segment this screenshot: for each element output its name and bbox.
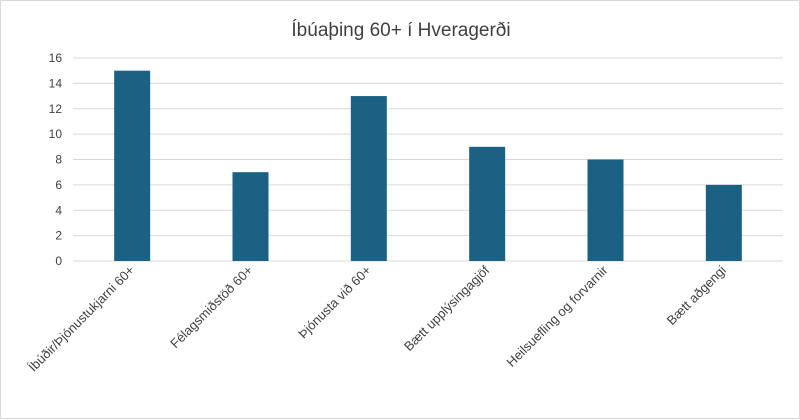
x-category-label: Félagsmiðstöð 60+ (167, 263, 256, 352)
y-tick-label: 6 (55, 178, 62, 192)
x-category-label: Bætt upplýsingagjöf (401, 262, 493, 354)
bar (232, 172, 269, 261)
chart-title: Íbúaþing 60+ í Hveragerði (291, 20, 510, 41)
y-tick-label: 2 (55, 229, 62, 243)
y-tick-label: 12 (49, 102, 63, 116)
x-category-label: Þjónusta við 60+ (295, 263, 374, 342)
bar (587, 159, 624, 261)
y-tick-label: 16 (49, 51, 63, 65)
x-axis-labels: Íbúðir/Þjónustukjarni 60+ Félagsmiðstöð 6… (25, 262, 729, 375)
bar (705, 184, 742, 261)
y-tick-label: 8 (55, 153, 62, 167)
y-tick-label: 0 (55, 254, 62, 268)
x-category-label: Bætt aðgengi (664, 262, 729, 327)
bar (469, 146, 506, 261)
gridlines (73, 57, 783, 262)
y-tick-label: 10 (49, 127, 63, 141)
bar (114, 70, 151, 261)
y-tick-label: 14 (49, 76, 63, 90)
x-category-label: Íbúðir/Þjónustukjarni 60+ (25, 263, 137, 375)
y-tick-label: 4 (55, 203, 62, 217)
bars (114, 70, 742, 261)
bar (350, 96, 387, 261)
y-axis-ticks: 0 2 4 6 8 10 12 14 16 (49, 51, 63, 268)
x-category-label: Heilsuefling og forvarnir (503, 262, 611, 370)
